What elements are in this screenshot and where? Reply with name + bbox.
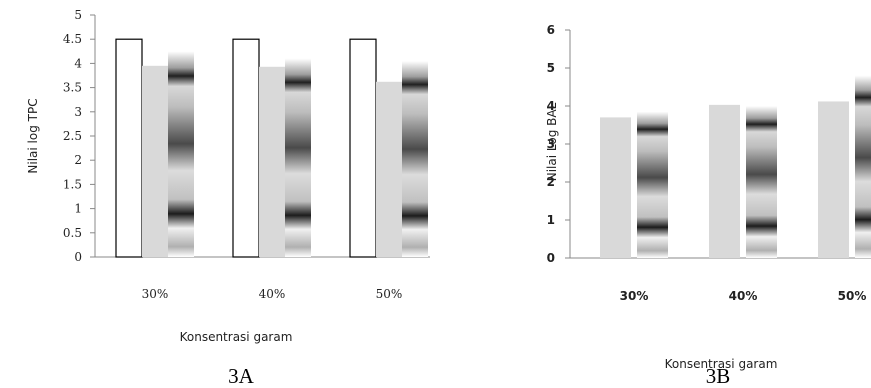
y-tick-label: 2 — [547, 175, 555, 189]
x-tick-label: 30% — [142, 287, 169, 301]
x-axis-label-3a: Konsentrasi garam — [180, 330, 293, 344]
y-tick-label: 4 — [74, 56, 82, 70]
y-tick-label: 5 — [74, 8, 82, 22]
x-tick-label: 30% — [620, 289, 649, 303]
y-tick-label: 0 — [74, 250, 82, 264]
y-tick-label: 1 — [547, 213, 555, 227]
x-tick-label: 50% — [376, 287, 403, 301]
y-axis-label-3a: Nilai log TPC — [26, 98, 40, 173]
x-tick-label: 50% — [838, 289, 867, 303]
bar-30pct-s1 — [115, 38, 143, 258]
y-tick-label: 6 — [547, 23, 555, 37]
y-tick-label: 2.5 — [63, 129, 82, 143]
panel-label-3a: 3A — [228, 364, 255, 388]
panel-label-3b: 3B — [706, 364, 731, 388]
bar-40pct-s3 — [285, 58, 311, 258]
y-tick-label: 1 — [74, 202, 82, 216]
bar-50pct-s3 — [402, 60, 428, 258]
bar-40pct-s2 — [746, 106, 777, 258]
bar-40pct-s2 — [259, 66, 285, 258]
y-tick-label: 4 — [547, 99, 555, 113]
y-tick-label: 0.5 — [63, 226, 82, 240]
y-tick-label: 4.5 — [63, 32, 82, 46]
y-tick-label: 0 — [547, 251, 555, 265]
bar-30pct-s2 — [637, 111, 668, 258]
chart-3b: 0 1 2 3 4 5 6 30% 40% 50% Nilai Log BAL Konsentr… — [545, 23, 871, 388]
x-tick-label: 40% — [729, 289, 758, 303]
bar-30pct-s3 — [168, 51, 194, 257]
y-tick-label: 1.5 — [63, 177, 82, 191]
y-tick-label: 5 — [547, 61, 555, 75]
x-axis-label-3b: Konsentrasi garam — [665, 357, 778, 371]
y-tick-label: 2 — [74, 153, 82, 167]
y-axis-label-3b: Nilai Log BAL — [545, 102, 559, 181]
bar-40pct-s1 — [709, 104, 740, 258]
bar-30pct-s1 — [600, 117, 631, 259]
bar-50pct-s2 — [855, 75, 871, 258]
bar-30pct-s2 — [142, 65, 168, 257]
bar-50pct-s1 — [818, 101, 849, 258]
y-tick-label: 3 — [547, 137, 555, 151]
y-tick-label: 3 — [74, 105, 82, 119]
y-tick-label: 3.5 — [63, 81, 82, 95]
x-tick-label: 40% — [259, 287, 286, 301]
bar-50pct-s1 — [349, 38, 377, 258]
bar-40pct-s1 — [232, 38, 260, 258]
bar-50pct-s2 — [376, 81, 402, 258]
chart-3a: 0 0.5 1 1.5 2 2.5 3 3.5 4 4.5 5 30% 40% 50% Nilai lo… — [26, 8, 430, 388]
